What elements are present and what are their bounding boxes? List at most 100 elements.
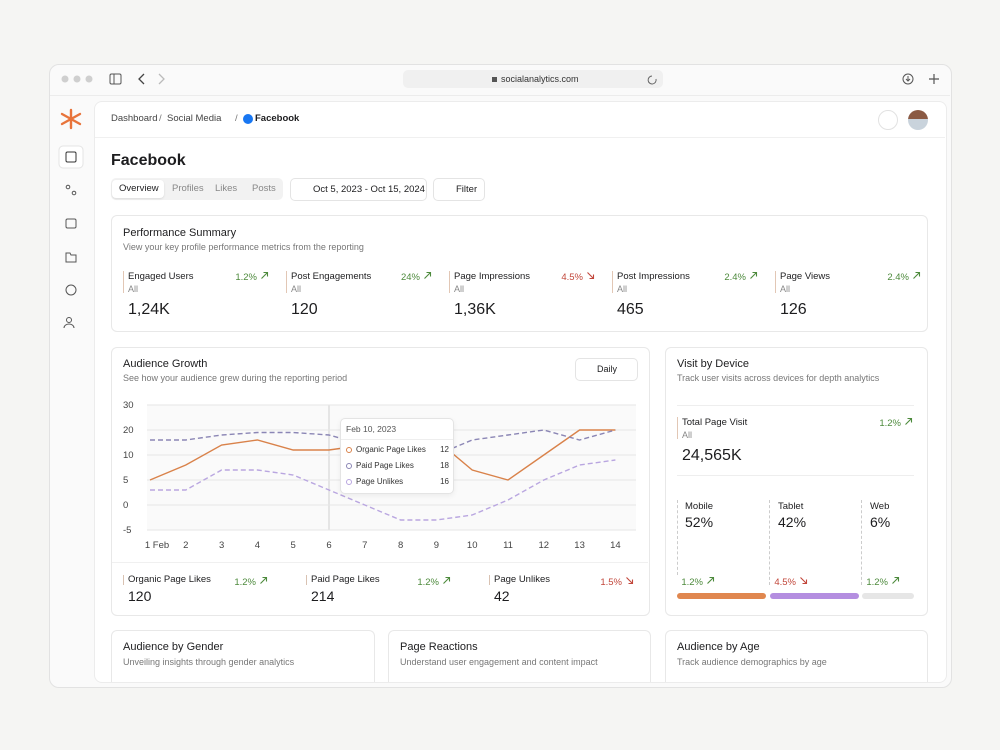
date-range: Oct 5, 2023 - Oct 15, 2024 bbox=[313, 184, 425, 195]
change-value: 4.5% bbox=[561, 272, 583, 283]
avatar[interactable] bbox=[908, 110, 928, 130]
card-title: Visit by Device bbox=[677, 358, 749, 370]
legend-name: Page Unlikes bbox=[356, 477, 404, 487]
reload-icon[interactable] bbox=[647, 75, 657, 85]
breadcrumb-item: Facebook bbox=[255, 113, 300, 125]
divider bbox=[677, 405, 914, 406]
tab: Likes bbox=[215, 183, 238, 195]
total-border bbox=[677, 417, 678, 439]
card-subtitle: Unveiling insights through gender analyt… bbox=[123, 656, 295, 667]
card-title: Audience by Gender bbox=[123, 641, 224, 654]
lock-icon bbox=[492, 77, 497, 82]
total-border bbox=[306, 575, 307, 585]
card-title: Performance Summary bbox=[123, 227, 237, 239]
logo bbox=[60, 108, 82, 130]
new-tab[interactable] bbox=[929, 74, 939, 84]
forward-button[interactable] bbox=[158, 73, 165, 85]
header-divider bbox=[95, 137, 945, 138]
metric-value: 465 bbox=[617, 301, 644, 319]
total-value: 24,565K bbox=[682, 447, 742, 465]
change-value: 2.4% bbox=[724, 272, 746, 283]
metric-value: 126 bbox=[780, 301, 807, 319]
change-value: 1.2% bbox=[235, 272, 257, 283]
total-border bbox=[123, 575, 124, 585]
metric-value: 120 bbox=[291, 301, 318, 319]
legend-marker bbox=[346, 479, 352, 485]
total-name: Organic Page Likes bbox=[128, 574, 211, 586]
metric-scope: All bbox=[617, 283, 628, 294]
device-name: Tablet bbox=[778, 501, 804, 513]
nav-active[interactable] bbox=[58, 145, 84, 169]
total-name: Total Page Visit bbox=[682, 417, 748, 429]
sidebar-toggle[interactable] bbox=[109, 73, 122, 85]
arrow bbox=[626, 577, 634, 585]
summary-card bbox=[665, 630, 928, 682]
interval-label: Daily bbox=[597, 364, 618, 374]
device-name: Web bbox=[870, 501, 890, 513]
change-value: 1.2% bbox=[417, 577, 439, 588]
change: 1.2% bbox=[179, 271, 269, 283]
sidebar bbox=[58, 108, 84, 329]
card-title: Page Reactions bbox=[400, 641, 478, 654]
total-name: Page Unlikes bbox=[494, 574, 550, 586]
nav-users[interactable] bbox=[66, 317, 72, 323]
change: 1.2% bbox=[361, 576, 451, 588]
filter-label: Filter bbox=[456, 184, 478, 195]
legend-name: Paid Page Likes bbox=[356, 461, 414, 471]
metric-name: Post Engagements bbox=[291, 271, 372, 283]
metric-name: Page Views bbox=[780, 271, 830, 283]
filter-button[interactable] bbox=[433, 178, 485, 201]
notifications[interactable] bbox=[878, 110, 898, 130]
trend-arrow bbox=[626, 577, 634, 585]
address-bar[interactable] bbox=[403, 70, 663, 88]
nav-dashboard bbox=[65, 151, 77, 163]
toolbar-divider bbox=[50, 95, 950, 96]
total-value: 42 bbox=[494, 587, 510, 604]
device-bar bbox=[677, 593, 766, 599]
arrow bbox=[892, 576, 900, 584]
device-share: 6% bbox=[870, 513, 891, 530]
device-name: Mobile bbox=[685, 501, 713, 513]
tooltip: Feb 10, 2023 Organic Page Likes 12 Paid Pag… bbox=[340, 418, 454, 494]
card-subtitle: Track audience demographics by age bbox=[677, 656, 827, 667]
summary-card bbox=[388, 630, 651, 682]
card-title: Audience by Age bbox=[677, 641, 760, 654]
trend-arrow bbox=[905, 417, 913, 425]
card-subtitle: See how your audience grew during the re… bbox=[123, 373, 348, 383]
change-value: 1.5% bbox=[600, 577, 622, 588]
change-value: 1.2% bbox=[866, 577, 888, 588]
metric-scope: All bbox=[291, 283, 302, 294]
breadcrumb-item: Dashboard bbox=[111, 113, 158, 125]
change-value: 1.2% bbox=[681, 577, 703, 588]
tab-active[interactable] bbox=[112, 180, 164, 198]
back-button[interactable] bbox=[138, 73, 145, 85]
trend-arrow bbox=[261, 271, 269, 279]
device-divider bbox=[861, 500, 862, 585]
facebook-icon bbox=[243, 114, 253, 124]
interval-select[interactable] bbox=[575, 358, 638, 381]
nav-users-b bbox=[63, 323, 75, 329]
arrow bbox=[261, 271, 269, 279]
change: 1.2% bbox=[178, 576, 268, 588]
nav-reports[interactable] bbox=[65, 218, 77, 229]
nav-folder[interactable] bbox=[65, 252, 77, 263]
window-dot bbox=[85, 75, 93, 83]
metric-border bbox=[612, 271, 613, 293]
metric-scope: All bbox=[454, 283, 465, 294]
nav-branches[interactable] bbox=[65, 184, 71, 190]
card-subtitle: Understand user engagement and content i… bbox=[400, 656, 598, 667]
device-divider bbox=[769, 500, 770, 585]
nav-billing[interactable] bbox=[65, 284, 77, 296]
trend-arrow bbox=[424, 271, 432, 279]
tooltip-divider bbox=[341, 439, 453, 440]
legend-marker bbox=[346, 447, 352, 453]
change: 1.5% bbox=[544, 576, 634, 588]
legend-marker bbox=[346, 463, 352, 469]
download-icon[interactable] bbox=[902, 73, 914, 85]
date-button[interactable] bbox=[290, 178, 427, 201]
nav-branches-b bbox=[71, 190, 77, 196]
change: 1.2% bbox=[823, 417, 913, 429]
tab: Overview bbox=[119, 183, 159, 195]
metric-name: Page Impressions bbox=[454, 271, 531, 283]
